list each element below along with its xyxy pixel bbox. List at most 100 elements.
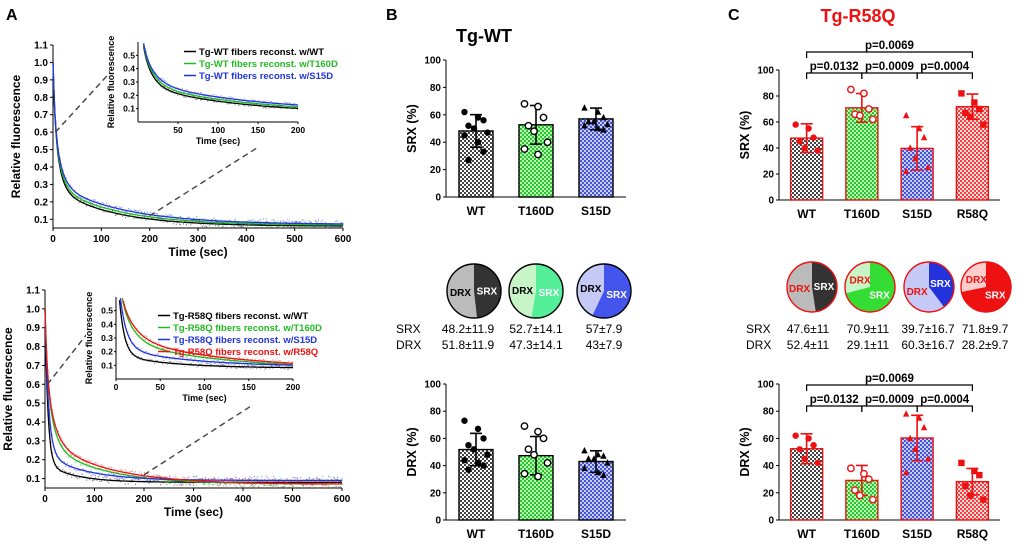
data-point — [581, 122, 588, 129]
data-point — [864, 475, 873, 484]
data-point — [868, 115, 877, 124]
x-tick-label: 100 — [93, 234, 110, 245]
data-point — [796, 446, 803, 453]
y-tick-label: 1.1 — [34, 41, 48, 52]
y-tick-label: 0.9 — [34, 75, 48, 86]
significance-bracket — [916, 405, 973, 412]
y-tick-label: 0.2 — [26, 455, 40, 466]
x-tick-label: S15D — [902, 527, 932, 541]
data-point — [543, 138, 552, 147]
series-line — [52, 62, 343, 226]
data-point — [976, 471, 983, 479]
table-c-srx-label: SRX — [746, 322, 771, 336]
significance-bracket — [806, 384, 973, 391]
data-point — [915, 414, 923, 421]
y-tick-label: 80 — [763, 92, 775, 103]
bar — [518, 124, 554, 198]
pie-label-srx: SRX — [930, 279, 951, 290]
inset-x-tick-label: 50 — [156, 382, 166, 392]
y-tick-label: 1.1 — [26, 286, 40, 297]
data-point — [967, 113, 974, 120]
x-tick-label: T160D — [844, 207, 880, 221]
x-tick-label: 300 — [190, 234, 207, 245]
inset-series-line — [142, 46, 298, 110]
y-tick-label: 20 — [430, 165, 442, 176]
y-tick-label: 0.4 — [26, 418, 40, 429]
data-point — [868, 495, 877, 504]
y-tick-label: 0.5 — [34, 145, 48, 156]
panel-b-title: Tg-WT — [456, 26, 512, 46]
data-point — [924, 163, 932, 171]
inset-y-axis-label: Relative fluorescence — [84, 292, 94, 385]
x-axis-label: Time (sec) — [168, 245, 227, 259]
panel-letter-c: C — [728, 7, 740, 24]
bar-chart-c-drx: 0 20 40 60 80 100 DRX (%) WT T160D S15D R58Q p=0.00… — [738, 373, 1000, 541]
table-b: SRX DRX 48.2±11.9 52.7±14.1 57±7.9 51.8±… — [396, 322, 623, 352]
x-tick-label: T160D — [518, 204, 554, 218]
inset-background — [108, 36, 304, 148]
pie-label-drx: DRX — [850, 275, 871, 286]
data-point — [474, 139, 482, 146]
data-point — [600, 126, 607, 133]
inset-x-tick-label: 50 — [173, 125, 183, 135]
data-point — [855, 111, 864, 120]
data-point — [534, 472, 542, 481]
x-tick-label: WT — [797, 207, 816, 221]
inset-x-tick-label: 0 — [114, 382, 119, 392]
inset-y-tick-label: 0.1 — [123, 104, 135, 114]
significance-label: p=0.0069 — [865, 40, 914, 52]
y-tick-label: 0.9 — [26, 323, 40, 334]
pie-label-drx: DRX — [580, 284, 601, 295]
data-point — [520, 422, 529, 431]
x-tick-label: S15D — [902, 207, 932, 221]
x-tick-label: WT — [797, 527, 816, 541]
y-tick-label: 0 — [768, 196, 774, 207]
table-c-srx-r58q: 71.8±9.7 — [962, 322, 1009, 336]
pie-slice-srx — [845, 262, 895, 312]
data-point — [534, 427, 542, 436]
series-line — [52, 62, 343, 225]
pie-border — [446, 263, 502, 319]
y-tick-label: 1.0 — [26, 304, 40, 315]
pie-label-srx: SRX — [477, 286, 498, 297]
y-tick-label: 0.6 — [26, 380, 40, 391]
data-point — [484, 451, 491, 458]
data-point — [962, 482, 969, 490]
series-line — [44, 308, 342, 482]
table-c-drx-s15d: 60.3±16.7 — [901, 338, 955, 352]
data-point — [980, 496, 987, 503]
data-point — [543, 458, 552, 467]
decay-chart-bottom: 0.1 0.2 0.3 0.4 0.5 0.6 0.7 0.8 0.9 1.0 1.1 0 100 200… — [1, 286, 351, 520]
y-axis-label: DRX (%) — [405, 427, 419, 476]
data-point — [465, 442, 472, 449]
data-point — [480, 117, 487, 124]
data-point — [534, 102, 542, 111]
x-tick-label: 300 — [185, 494, 202, 505]
x-tick-label: T160D — [518, 527, 554, 541]
inset-x-tick-label: 100 — [211, 125, 225, 135]
table-c-drx-r58q: 28.2±9.7 — [962, 338, 1009, 352]
pie-border — [903, 261, 955, 313]
data-point — [581, 464, 588, 472]
significance-label: p=0.0132 — [810, 61, 859, 73]
data-point — [911, 154, 919, 162]
y-tick-label: 20 — [763, 170, 775, 181]
inset-x-axis-label: Time (sec) — [196, 136, 240, 146]
y-tick-label: 40 — [763, 461, 775, 472]
x-tick-label: R58Q — [957, 527, 988, 541]
data-point — [524, 121, 533, 130]
data-point — [539, 113, 548, 122]
y-tick-label: 80 — [430, 407, 442, 418]
y-tick-label: 0.3 — [34, 180, 48, 191]
x-tick-label: 200 — [141, 234, 158, 245]
significance-label: p=0.0004 — [920, 61, 970, 73]
pie-slice-srx — [592, 264, 631, 318]
y-tick-label: 80 — [763, 407, 775, 418]
data-point — [814, 459, 821, 467]
y-tick-label: 0.2 — [34, 197, 48, 208]
inset-x-tick-label: 150 — [251, 125, 265, 135]
inset-series-line — [142, 43, 298, 106]
y-tick-label: 0 — [768, 516, 774, 527]
bar-chart-b-drx: 0 20 40 60 80 100 DRX (%) WT T160D S15D — [405, 380, 626, 541]
